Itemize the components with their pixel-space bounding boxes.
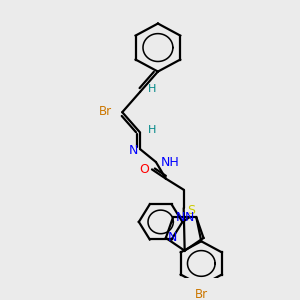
Text: H: H [148, 125, 156, 135]
Text: Br: Br [99, 105, 112, 118]
Text: N: N [185, 211, 194, 224]
Text: N: N [168, 231, 178, 244]
Text: H: H [148, 84, 156, 94]
Text: Br: Br [195, 288, 208, 300]
Text: O: O [139, 163, 149, 176]
Text: N: N [128, 143, 138, 157]
Text: N: N [175, 211, 185, 224]
Text: S: S [188, 204, 196, 217]
Text: NH: NH [160, 155, 179, 169]
